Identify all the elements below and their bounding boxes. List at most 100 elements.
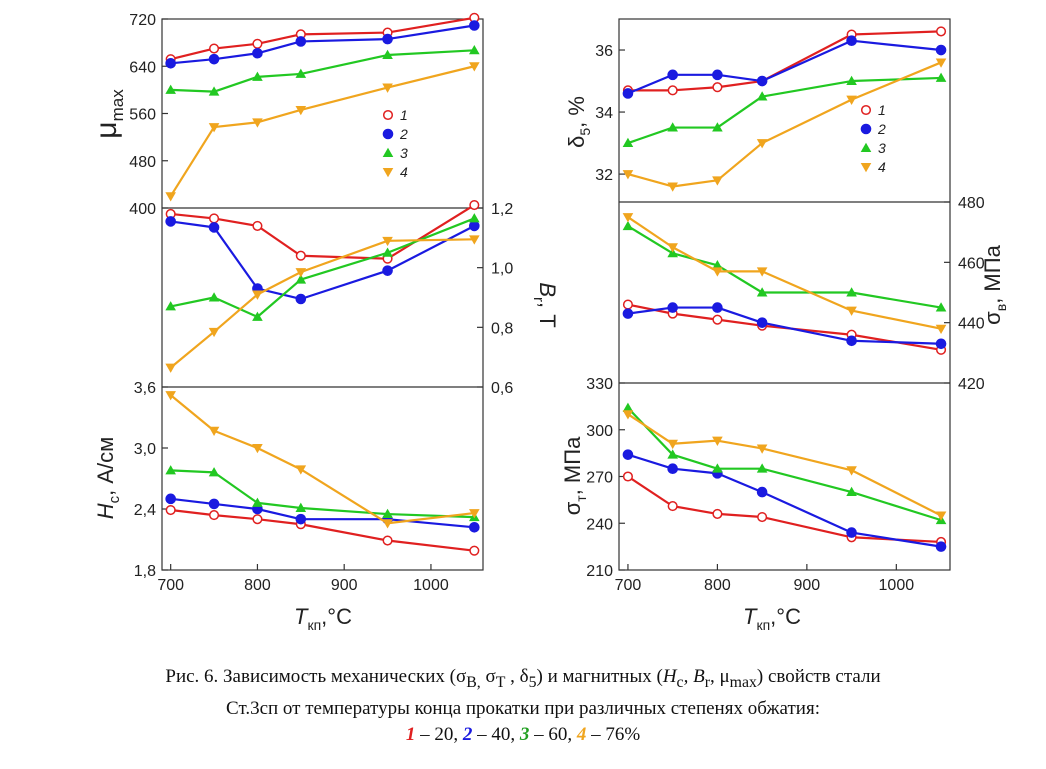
series-3-point [382, 247, 393, 257]
series-2-line [170, 24, 475, 65]
legend-label-2: 2 [877, 121, 886, 137]
series-1-point [209, 213, 220, 224]
ytick-label: 0,6 [491, 380, 513, 397]
series-4-point [295, 105, 307, 116]
series-2-point [469, 522, 480, 533]
series-3-point [295, 68, 307, 78]
series-1-point [469, 545, 480, 556]
series-1-line [627, 303, 942, 351]
series-1-point [209, 510, 220, 521]
series-1-point [622, 299, 633, 310]
series-4-point [935, 58, 947, 68]
ytick-label: 270 [586, 470, 613, 487]
series-2-point [667, 69, 678, 81]
series-2-point [756, 317, 768, 328]
ytick-label: 720 [129, 12, 156, 29]
legend-label-3: 3 [400, 145, 408, 161]
series-4-line [169, 394, 475, 525]
series-3-point [208, 86, 220, 96]
series-1-point [469, 199, 480, 211]
series-4-point [165, 391, 176, 401]
series-2-point [295, 513, 307, 525]
series-2-point [382, 265, 393, 276]
right-column-frame [618, 18, 951, 571]
legend-label-4: 4 [878, 159, 886, 175]
series-3-point [712, 463, 723, 473]
series-2-point [712, 302, 723, 313]
ytick-label: 460 [958, 255, 985, 272]
series-1-point [295, 250, 306, 261]
series-1-point [382, 535, 393, 546]
series-4-point [208, 327, 220, 338]
series-1-point [757, 511, 768, 523]
ytick-label: 240 [586, 516, 613, 533]
series-1-point [667, 85, 678, 96]
series-4-point [667, 182, 678, 192]
series-3-point [469, 45, 480, 55]
panel-br: 0,6 0,8 1,0 1,2 [165, 199, 513, 397]
series-2-point [622, 88, 634, 99]
series-3-point [712, 260, 723, 270]
series-3-point [667, 122, 678, 132]
xtick-label: 1000 [413, 577, 449, 594]
st-axis-label: σт, МПа [560, 436, 589, 515]
legend-label-1: 1 [400, 107, 408, 123]
caption-num-4: 4 [576, 723, 587, 745]
left-column-frame [161, 18, 484, 571]
series-4-point [469, 235, 480, 245]
series-1-line [627, 30, 942, 92]
series-3-line [170, 469, 475, 519]
ytick-label: 1,8 [134, 563, 156, 580]
sv-axis-label: σв, МПа [980, 244, 1009, 324]
series-2-line [627, 39, 942, 95]
series-4-point [712, 176, 723, 186]
legend-marker-4 [382, 168, 394, 178]
series-4-point [295, 465, 307, 475]
legend-marker-2 [860, 123, 872, 135]
series-3-point [846, 287, 857, 297]
delta-axis-label: δ5, % [564, 96, 593, 148]
series-2-point [667, 463, 678, 475]
ytick-label: 3,6 [134, 380, 156, 397]
series-2-point [756, 486, 768, 498]
legend-marker-1 [382, 109, 394, 121]
series-4-point [667, 243, 678, 253]
series-1-line [170, 508, 475, 552]
series-4-line [627, 61, 942, 188]
ytick-label: 0,8 [491, 320, 513, 337]
ytick-label: 440 [958, 316, 985, 333]
ytick-label: 34 [595, 105, 613, 122]
series-4-point [846, 95, 857, 105]
series-2-point [846, 527, 857, 538]
series-3-point [252, 311, 263, 321]
legend-label-4: 4 [400, 164, 408, 180]
legend-marker-3 [860, 142, 872, 152]
series-2-point [935, 44, 947, 56]
series-4-point [252, 290, 263, 300]
series-3-line [170, 49, 475, 93]
panel-hc: 1,8 2,4 3,0 3,6 700 800 900 1000 [134, 380, 480, 594]
series-2-point [208, 498, 220, 510]
series-2-line [627, 306, 942, 345]
series-2-point [846, 335, 857, 347]
series-2-point [252, 47, 263, 59]
xtick-label: 800 [244, 577, 271, 594]
series-4-point [208, 123, 220, 133]
series-3-point [165, 301, 176, 311]
legend-marker-2 [382, 128, 394, 140]
series-4-point [846, 306, 857, 316]
series-4-line [627, 413, 942, 517]
series-3-point [622, 137, 634, 148]
ytick-label: 330 [586, 376, 613, 393]
xtick-label: 700 [157, 577, 184, 594]
series-1-point [209, 43, 220, 54]
series-3-point [622, 220, 634, 231]
series-2-point [667, 302, 678, 313]
xtick-label: 900 [331, 577, 358, 594]
series-4-point [382, 236, 393, 247]
series-3-point [846, 486, 857, 497]
series-3-point [252, 497, 263, 507]
caption-line-1: Рис. 6. Зависимость механических (σВ, σТ… [165, 666, 881, 691]
series-2-point [382, 33, 393, 45]
caption-line-3: 1 – 20, 2 – 40, 3 – 60, 4 – 76% [405, 723, 641, 745]
